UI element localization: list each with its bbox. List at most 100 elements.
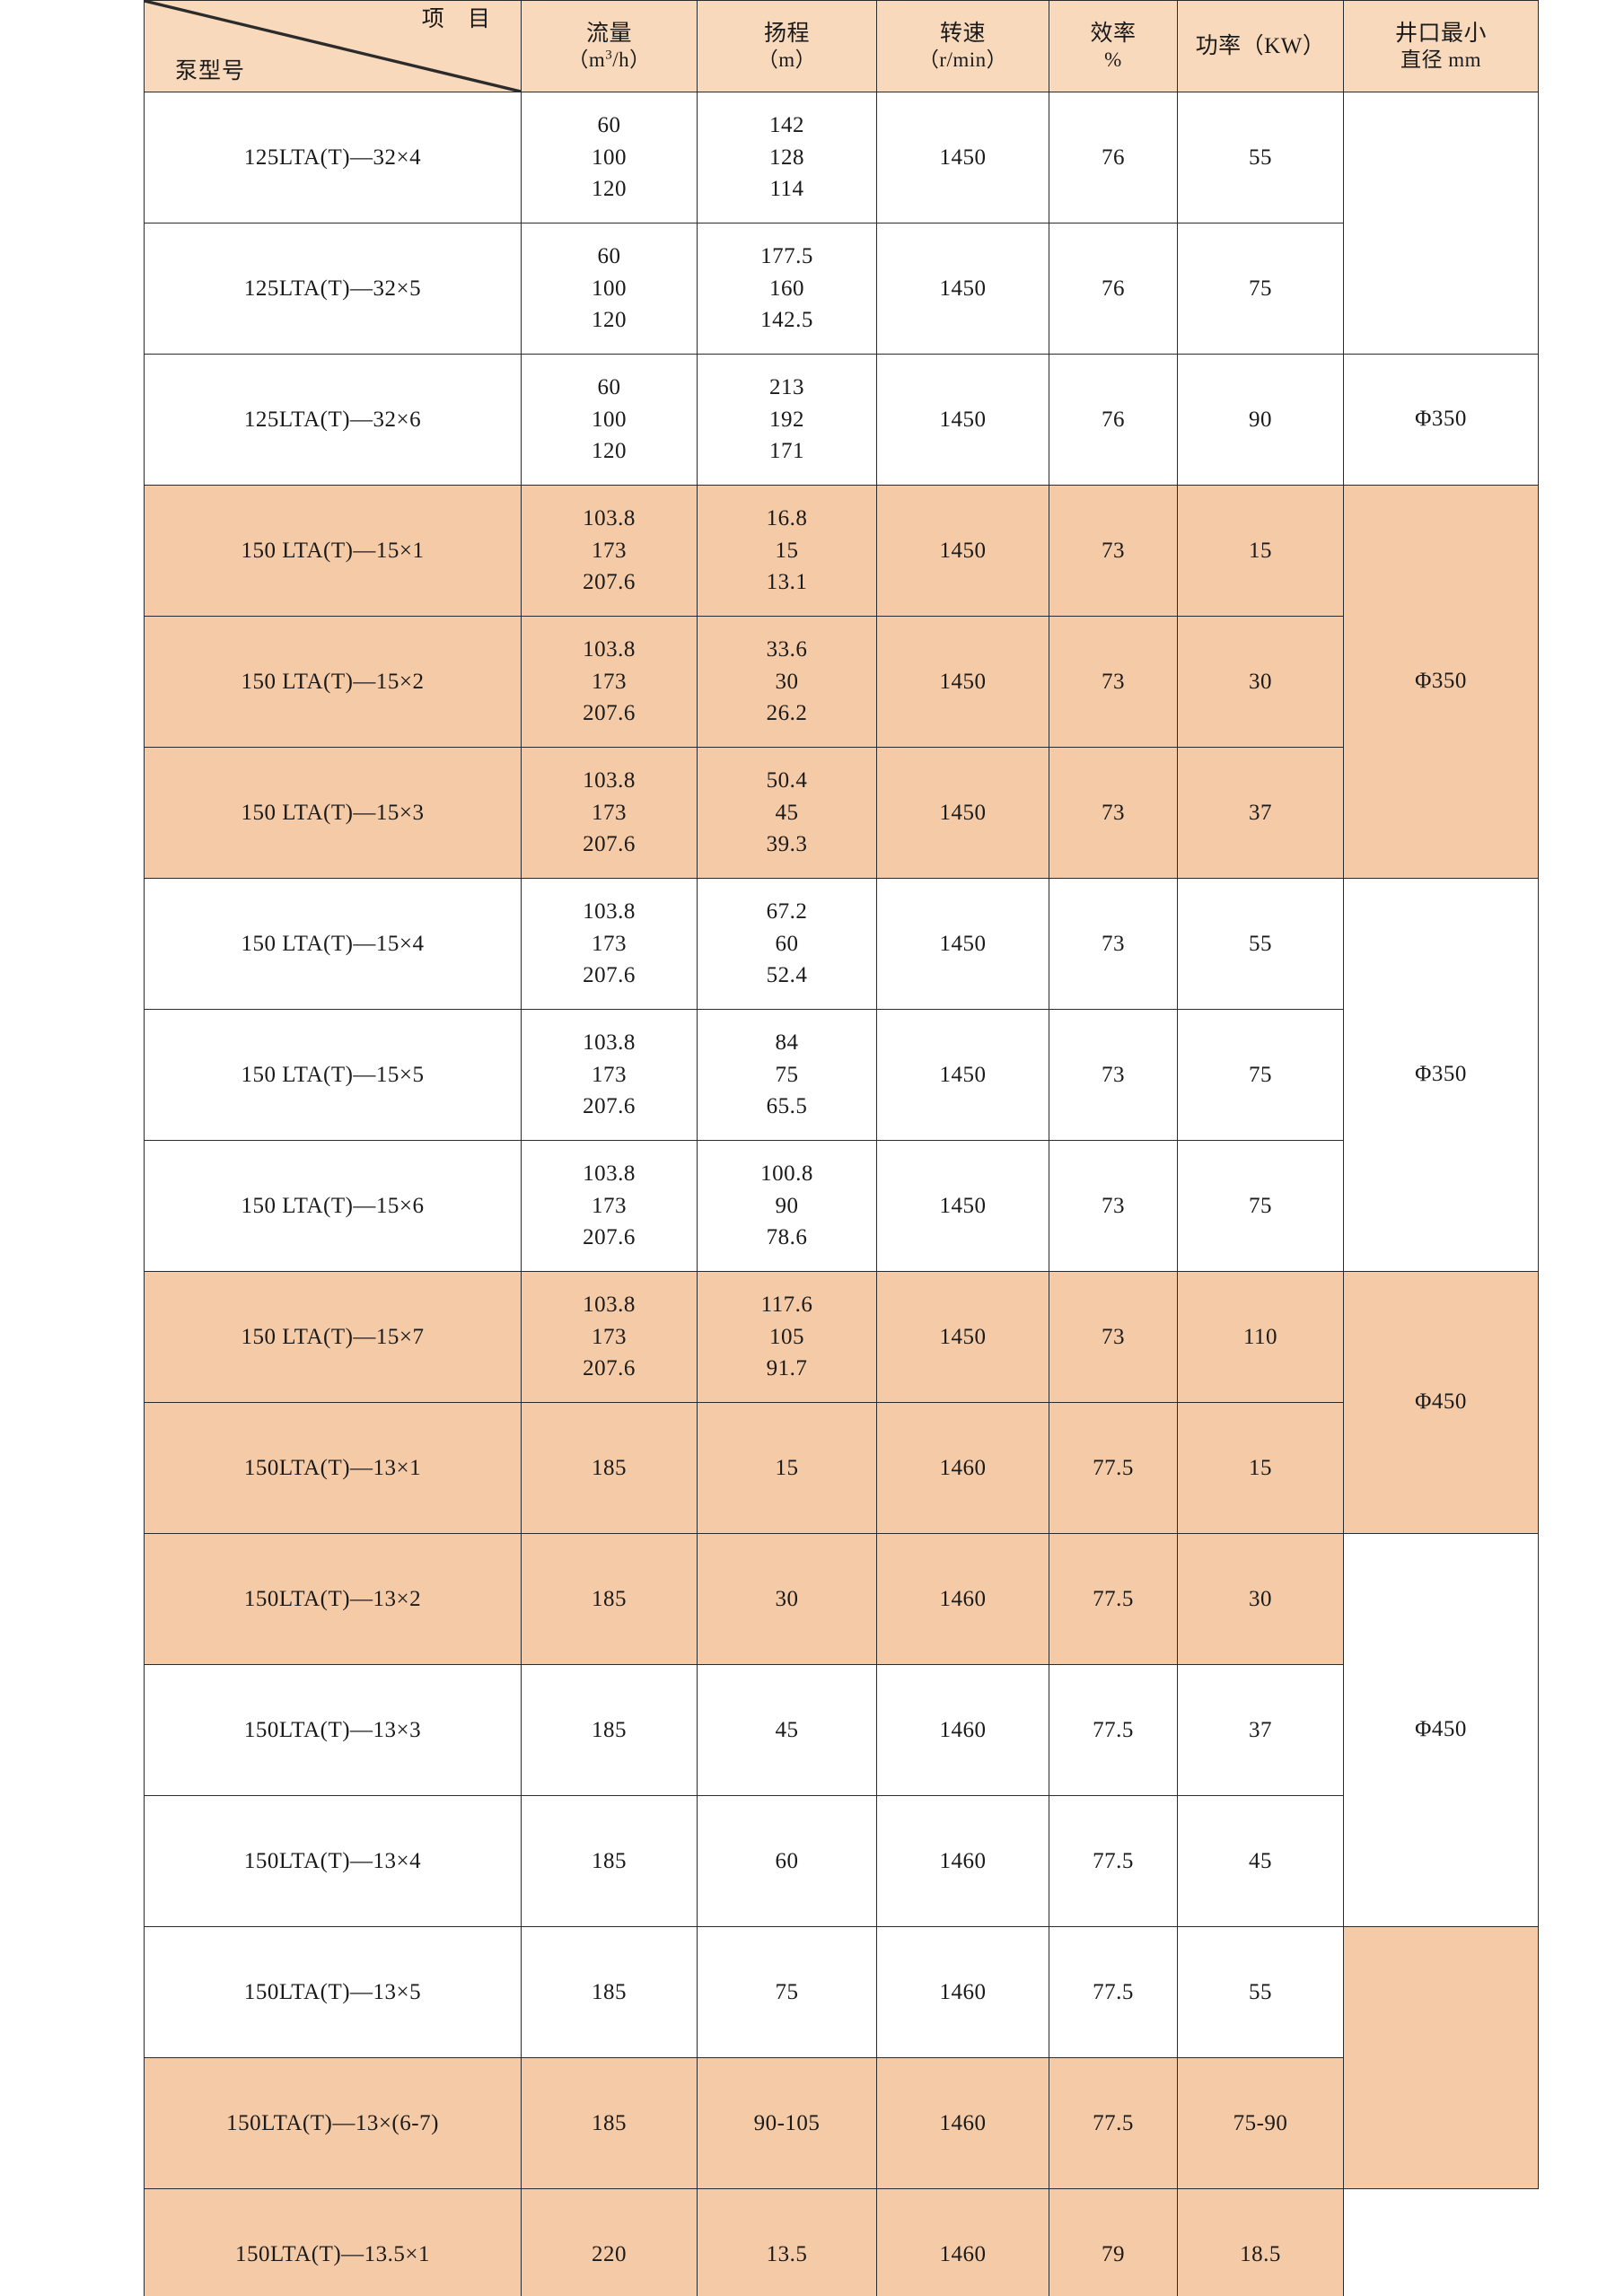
cell-line: 171 xyxy=(769,439,804,464)
cell-line: 150LTA(T)—13×3 xyxy=(243,1717,422,1742)
cell-efficiency: 77.5 xyxy=(1049,1926,1178,2058)
cell-line: 120 xyxy=(592,308,627,333)
cell-speed: 1450 xyxy=(876,747,1049,879)
cell-line: 150 LTA(T)—15×6 xyxy=(241,1193,425,1218)
cell-line: 75 xyxy=(1249,1062,1272,1087)
cell-head: 50.4 45 39.3 xyxy=(697,747,877,879)
cell-flow: 185 xyxy=(521,1533,698,1665)
cell-line: 1450 xyxy=(939,1324,987,1349)
header-cell-head: 扬程 （m） xyxy=(697,0,877,92)
cell-line: 45 xyxy=(1249,1848,1272,1873)
header-cell-unit: （m3/h） xyxy=(567,48,651,71)
pump-specification-table: 项 目泵型号 流量 （m3/h） 扬程 （m） 转速 （r/min） 效率% 功率（KW） 井口最… xyxy=(144,0,1539,2296)
cell-head: 60 xyxy=(697,1795,877,1927)
cell-line: 150LTA(T)—13×2 xyxy=(243,1586,422,1611)
cell-line: 77.5 xyxy=(1093,1848,1134,1873)
cell-line: 207.6 xyxy=(583,832,636,857)
cell-line: 1460 xyxy=(939,1979,987,2004)
cell-head: 15 xyxy=(697,1402,877,1534)
cell-line: 73 xyxy=(1102,669,1125,694)
cell-line: 125LTA(T)—32×4 xyxy=(243,145,422,170)
cell-power: 30 xyxy=(1177,616,1344,748)
cell-line: 76 xyxy=(1102,276,1125,301)
table-row: 150LTA(T)—13×1 185 15 1460 77.5 15 xyxy=(144,1402,1539,1534)
table-row: 150 LTA(T)—15×1 103.8 173 207.6 16.8 15 13.1 14… xyxy=(144,485,1539,879)
cell-line: 1450 xyxy=(939,669,987,694)
cell-efficiency: 73 xyxy=(1049,878,1178,1010)
cell-line: 185 xyxy=(592,2110,627,2135)
cell-pump-model: 150 LTA(T)—15×3 xyxy=(144,747,522,879)
cell-line: 73 xyxy=(1102,1062,1125,1087)
cell-flow: 185 xyxy=(521,1664,698,1796)
cell-line: 150 LTA(T)—15×2 xyxy=(241,669,425,694)
cell-speed: 1450 xyxy=(876,1009,1049,1141)
cell-line: 185 xyxy=(592,1979,627,2004)
header-cell-power: 功率（KW） xyxy=(1177,0,1344,92)
cell-line: 1450 xyxy=(939,800,987,825)
cell-flow: 103.8 173 207.6 xyxy=(521,616,698,748)
cell-flow: 185 xyxy=(521,1926,698,2058)
cell-pump-model: 150 LTA(T)—15×4 xyxy=(144,878,522,1010)
cell-line: 1450 xyxy=(939,1193,987,1218)
cell-line: 30 xyxy=(775,1586,799,1611)
cell-line: 73 xyxy=(1102,538,1125,563)
table-row: 150LTA(T)—13×4 185 60 1460 77.5 45 xyxy=(144,1795,1539,1927)
cell-line: 15 xyxy=(775,538,799,563)
cell-line: 26.2 xyxy=(766,701,808,726)
cell-line: 1460 xyxy=(939,2241,987,2266)
cell-line: 177.5 xyxy=(760,244,813,269)
cell-efficiency: 77.5 xyxy=(1049,1533,1178,1665)
cell-head: 45 xyxy=(697,1664,877,1796)
cell-line: 103.8 xyxy=(583,1161,636,1187)
cell-flow: 60 100 120 xyxy=(521,223,698,355)
cell-pump-model: 125LTA(T)—32×4 xyxy=(144,92,522,223)
header-cell-unit: 直径 mm xyxy=(1400,48,1482,71)
table-row: 150LTA(T)—13×(6-7) 185 90-105 1460 77.5 75-90 xyxy=(144,2057,1539,2189)
cell-line: 67.2 xyxy=(766,899,808,925)
cell-pump-model: 150LTA(T)—13×5 xyxy=(144,1926,522,2058)
cell-flow: 60 100 120 xyxy=(521,92,698,223)
cell-line: 91.7 xyxy=(766,1356,808,1381)
table-row: 150LTA(T)—13×3 185 45 1460 77.5 37 xyxy=(144,1664,1539,1796)
cell-line: 60 xyxy=(775,1848,799,1873)
cell-pump-model: 150 LTA(T)—15×1 xyxy=(144,485,522,617)
cell-pump-model: 150LTA(T)—13.5×1 xyxy=(144,2188,522,2296)
cell-line: 142 xyxy=(769,113,804,138)
table-row: 150 LTA(T)—15×3 103.8 173 207.6 50.4 45 39.3 14… xyxy=(144,747,1539,879)
header-cell-unit: （m） xyxy=(757,48,817,71)
cell-pump-model: 150LTA(T)—13×(6-7) xyxy=(144,2057,522,2189)
header-cell-name: 扬程 xyxy=(763,21,810,46)
cell-speed: 1450 xyxy=(876,1271,1049,1403)
cell-line: 75 xyxy=(1249,1193,1272,1218)
cell-line: 79 xyxy=(1102,2241,1125,2266)
cell-line: 207.6 xyxy=(583,1356,636,1381)
cell-power: 90 xyxy=(1177,354,1344,486)
cell-line: 150 LTA(T)—15×3 xyxy=(241,800,425,825)
cell-pump-model: 150 LTA(T)—15×6 xyxy=(144,1140,522,1272)
cell-efficiency: 77.5 xyxy=(1049,2057,1178,2189)
cell-line: 160 xyxy=(769,276,804,301)
cell-pump-model: 150 LTA(T)—15×7 xyxy=(144,1271,522,1403)
cell-line: 60 xyxy=(597,113,621,138)
cell-flow: 103.8 173 207.6 xyxy=(521,1140,698,1272)
cell-power: 75 xyxy=(1177,1140,1344,1272)
cell-line: 60 xyxy=(597,244,621,269)
cell-speed: 1450 xyxy=(876,878,1049,1010)
cell-line: 18.5 xyxy=(1240,2241,1281,2266)
cell-line: 15 xyxy=(1249,538,1272,563)
cell-line: 30 xyxy=(1249,1586,1272,1611)
cell-line: 103.8 xyxy=(583,1293,636,1318)
cell-efficiency: 79 xyxy=(1049,2188,1178,2296)
cell-line: 73 xyxy=(1102,931,1125,956)
cell-line: 73 xyxy=(1102,1193,1125,1218)
cell-speed: 1450 xyxy=(876,616,1049,748)
cell-line: 120 xyxy=(592,439,627,464)
cell-line: 125LTA(T)—32×5 xyxy=(243,276,422,301)
cell-line: 33.6 xyxy=(766,637,808,662)
cell-head: 84 75 65.5 xyxy=(697,1009,877,1141)
cell-power: 75-90 xyxy=(1177,2057,1344,2189)
cell-efficiency: 73 xyxy=(1049,1271,1178,1403)
header-cell-eff: 效率% xyxy=(1049,0,1178,92)
cell-line: 103.8 xyxy=(583,899,636,925)
